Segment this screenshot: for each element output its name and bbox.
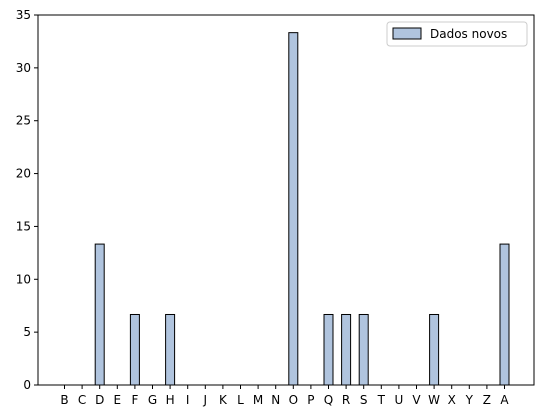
x-tick-label-L: L xyxy=(237,393,244,407)
x-tick-label-H: H xyxy=(166,393,175,407)
y-tick-label: 15 xyxy=(16,219,31,233)
x-tick-label-B: B xyxy=(60,393,68,407)
y-axis: 0 5 10 15 20 25 30 35 xyxy=(16,8,38,392)
bar-F xyxy=(129,313,140,386)
bar-R xyxy=(341,313,352,386)
x-tick-label-R: R xyxy=(342,393,350,407)
x-tick-label-N: N xyxy=(271,393,280,407)
x-tick-label-I: I xyxy=(186,393,190,407)
x-tick-label-W: W xyxy=(428,393,440,407)
bars-group xyxy=(94,32,510,386)
x-tick-label-Y: Y xyxy=(465,393,474,407)
x-tick-label-J: J xyxy=(203,393,208,407)
bar-D xyxy=(94,243,105,386)
x-tick-label-P: P xyxy=(307,393,314,407)
bar-S xyxy=(358,313,369,386)
bar-Q xyxy=(323,313,334,386)
x-tick-label-G: G xyxy=(148,393,157,407)
x-tick-label-V: V xyxy=(412,393,421,407)
x-tick-label-C: C xyxy=(78,393,86,407)
x-tick-label-F: F xyxy=(131,393,138,407)
x-tick-label-K: K xyxy=(219,393,228,407)
bar-W xyxy=(429,313,440,386)
y-tick-label: 5 xyxy=(23,325,31,339)
bar-A xyxy=(499,243,510,386)
x-tick-label-E: E xyxy=(114,393,122,407)
bar-O xyxy=(288,32,299,386)
y-tick-label: 20 xyxy=(16,167,31,181)
x-tick-label-S: S xyxy=(360,393,368,407)
y-tick-label: 0 xyxy=(23,378,31,392)
legend-box xyxy=(386,21,528,47)
x-tick-label-Q: Q xyxy=(324,393,333,407)
legend: Dados novos xyxy=(386,21,528,47)
x-tick-label-A: A xyxy=(500,393,509,407)
plot-background xyxy=(38,15,534,385)
x-tick-label-X: X xyxy=(448,393,456,407)
x-tick-label-U: U xyxy=(395,393,404,407)
y-tick-label: 10 xyxy=(16,272,31,286)
plot-frame xyxy=(37,14,535,386)
x-tick-label-T: T xyxy=(377,393,386,407)
x-tick-label-Z: Z xyxy=(483,393,491,407)
x-tick-label-D: D xyxy=(95,393,104,407)
y-tick-label: 30 xyxy=(16,61,31,75)
x-tick-label-M: M xyxy=(253,393,263,407)
legend-label: Dados novos xyxy=(430,27,507,41)
bar-H xyxy=(165,313,176,386)
y-tick-label: 35 xyxy=(16,8,31,22)
legend-swatch xyxy=(392,27,422,40)
x-tick-label-O: O xyxy=(289,393,298,407)
y-tick-label: 25 xyxy=(16,114,31,128)
